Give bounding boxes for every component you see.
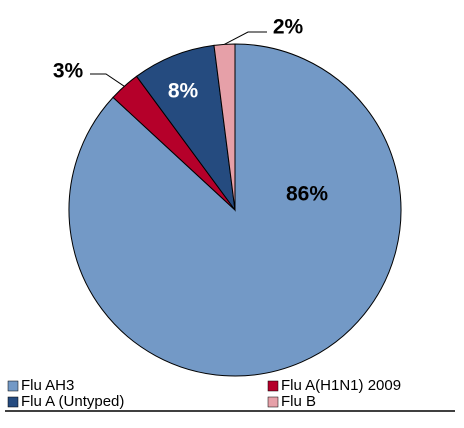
data-label: 2%	[273, 16, 304, 39]
legend-label: Flu AH3	[21, 377, 74, 394]
data-label: 3%	[53, 60, 84, 83]
legend-label: Flu A (Untyped)	[21, 393, 124, 410]
leader-line	[224, 31, 267, 45]
legend-swatch	[7, 396, 19, 408]
leader-line	[90, 73, 125, 87]
legend-label: Flu B	[281, 393, 316, 410]
data-label: 8%	[168, 80, 199, 103]
legend-label: Flu A(H1N1) 2009	[281, 377, 401, 394]
data-label: 86%	[286, 183, 328, 206]
legend-swatch	[267, 380, 279, 392]
legend-swatch	[267, 396, 279, 408]
legend-swatch	[7, 380, 19, 392]
